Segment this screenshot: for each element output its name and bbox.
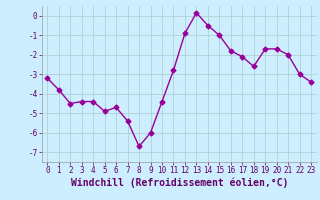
X-axis label: Windchill (Refroidissement éolien,°C): Windchill (Refroidissement éolien,°C) [70, 178, 288, 188]
